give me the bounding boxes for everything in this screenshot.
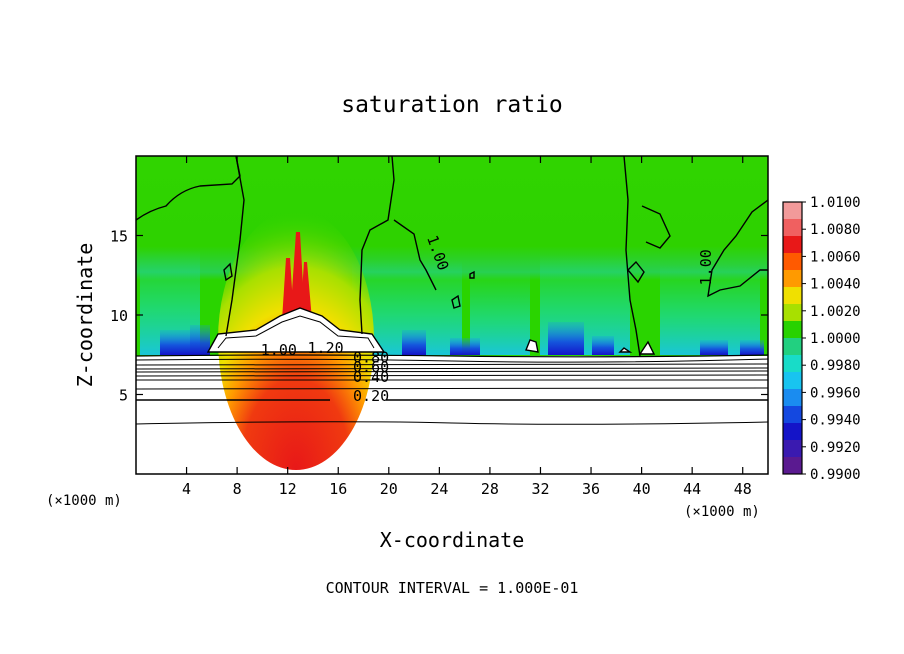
colorbar-swatch	[783, 236, 802, 254]
colorbar-swatch	[783, 338, 802, 356]
colorbar-swatch	[783, 202, 802, 220]
colorbar-tick-label: 1.0060	[810, 249, 861, 265]
contour-interval-note: CONTOUR INTERVAL = 1.000E-01	[326, 579, 579, 597]
colorbar-tick-label: 1.0040	[810, 277, 861, 293]
colorbar-tick-label: 1.0100	[810, 195, 861, 211]
heatmap-field: 1.00 1.200.800.600.400.201.00 1.00	[136, 156, 768, 474]
colorbar-tick-label: 1.0000	[810, 331, 861, 347]
x-tick-label: 28	[481, 480, 499, 498]
x-tick-label: 24	[430, 480, 448, 498]
x-tick-label: 8	[233, 480, 242, 498]
colorbar-swatch	[783, 270, 802, 288]
colorbar-swatch	[783, 423, 802, 441]
colorbar-tick-label: 1.0020	[810, 304, 861, 320]
colorbar-swatch	[783, 372, 802, 390]
plume-spikes	[282, 232, 312, 320]
contour-label: 0.40	[353, 368, 389, 386]
y-axis: 5 10 15	[110, 228, 768, 405]
y-axis-label: Z-coordinate	[73, 243, 97, 388]
colorbar-swatch	[783, 287, 802, 305]
x-axis: 4 8 12 16 20 24 28 32 36 40 44 48	[182, 156, 752, 498]
x-unit-left: (×1000 m)	[46, 493, 122, 509]
contour-label: 0.60	[353, 358, 389, 376]
colorbar-tick-label: 0.9900	[810, 467, 861, 483]
y-tick-label: 10	[110, 307, 128, 325]
unity-contours	[136, 156, 768, 357]
contour-label: 1.20	[308, 339, 344, 357]
chart-title: saturation ratio	[341, 92, 563, 118]
cloud-cap	[206, 307, 386, 353]
colorbar-tick-label: 0.9980	[810, 358, 861, 374]
colorbar-swatch	[783, 219, 802, 237]
colorbar-tick-label: 0.9920	[810, 440, 861, 456]
x-tick-label: 44	[683, 480, 701, 498]
colorbar-swatch	[783, 457, 802, 475]
y-tick-label: 15	[110, 228, 128, 246]
contour-label: 0.20	[353, 387, 389, 405]
colorbar-swatch	[783, 440, 802, 458]
x-tick-label: 32	[531, 480, 549, 498]
x-tick-label: 36	[582, 480, 600, 498]
colorbar-swatch	[783, 253, 802, 271]
x-tick-label: 20	[380, 480, 398, 498]
colorbar-tick-label: 1.0080	[810, 222, 861, 238]
low-saturation-streaks	[140, 250, 764, 355]
colorbar-swatch	[783, 321, 802, 339]
colorbar-swatch	[783, 406, 802, 424]
contour-label: 1.00	[261, 341, 297, 359]
x-tick-label: 16	[329, 480, 347, 498]
y-tick-label: 5	[119, 387, 128, 405]
x-tick-label: 4	[182, 480, 191, 498]
x-tick-label: 40	[633, 480, 651, 498]
lower-contours	[136, 354, 768, 425]
x-tick-label: 48	[734, 480, 752, 498]
contour-label-group: 1.00 1.200.800.600.400.201.00 1.00	[261, 233, 715, 405]
contour-label: 1.00	[697, 249, 715, 285]
contour-label: 0.80	[353, 349, 389, 367]
colorbar-tick-label: 0.9960	[810, 385, 861, 401]
colorbar-swatch	[783, 389, 802, 407]
colorbar-tick-label: 0.9940	[810, 413, 861, 429]
colorbar-swatch	[783, 304, 802, 322]
colorbar-swatch	[783, 355, 802, 373]
x-axis-label: X-coordinate	[380, 528, 525, 552]
colorbar: 1.0100 1.0080 1.0060 1.0040 1.0020 1.0000 0.99…	[782, 195, 861, 483]
x-unit-right: (×1000 m)	[684, 504, 760, 520]
x-tick-label: 12	[279, 480, 297, 498]
